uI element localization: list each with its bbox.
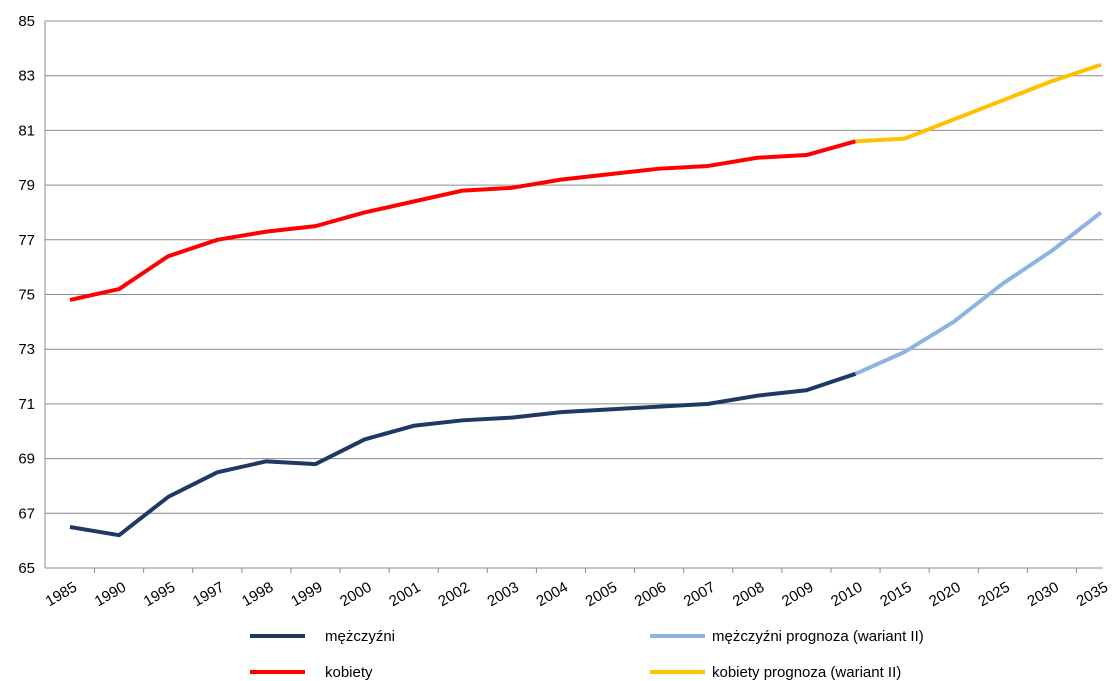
- x-tick-label: 2005: [583, 579, 620, 610]
- x-tick-label: 1998: [239, 579, 276, 610]
- x-tick-label: 1997: [190, 579, 227, 610]
- x-tick-label: 1985: [43, 579, 80, 610]
- x-tick-label: 2001: [386, 579, 423, 610]
- x-tick-label: 2015: [877, 579, 914, 610]
- x-tick-label: 2010: [828, 579, 865, 610]
- y-tick-label: 85: [18, 13, 35, 30]
- y-tick-label: 79: [18, 177, 35, 194]
- x-tick-label: 2003: [484, 579, 521, 610]
- series-line: [855, 62, 1102, 144]
- x-tick-label: 2025: [975, 579, 1012, 610]
- x-tick-label: 2007: [681, 579, 718, 610]
- y-tick-label: 69: [18, 451, 35, 468]
- x-tick-label: 1990: [92, 579, 129, 610]
- x-tick-label: 2008: [730, 579, 767, 610]
- x-tick-label: 1999: [288, 579, 325, 610]
- x-tick-label: 2002: [435, 579, 472, 610]
- series-line: [854, 210, 1103, 376]
- y-tick-label: 75: [18, 287, 35, 304]
- y-tick-label: 67: [18, 505, 35, 522]
- y-tick-label: 83: [18, 68, 35, 85]
- x-tick-label: 2009: [779, 579, 816, 610]
- x-tick-label: 2006: [632, 579, 669, 610]
- x-tick-label: 2020: [926, 579, 963, 610]
- x-tick-label: 2004: [534, 579, 571, 610]
- legend-label: mężczyźni prognoza (wariant II): [712, 628, 924, 645]
- x-tick-label: 2035: [1074, 579, 1111, 610]
- x-tick-label: 2030: [1025, 579, 1062, 610]
- y-tick-label: 73: [18, 341, 35, 358]
- x-tick-label: 1995: [141, 579, 178, 610]
- series-line: [69, 371, 857, 538]
- y-tick-label: 71: [18, 396, 35, 413]
- legend-label: kobiety prognoza (wariant II): [712, 664, 901, 681]
- x-tick-label: 2000: [337, 579, 374, 610]
- y-tick-label: 77: [18, 232, 35, 249]
- legend-label: kobiety: [325, 664, 373, 681]
- y-tick-label: 65: [18, 560, 35, 577]
- series-line: [69, 139, 857, 302]
- legend-label: mężczyźni: [325, 628, 395, 645]
- y-tick-label: 81: [18, 122, 35, 139]
